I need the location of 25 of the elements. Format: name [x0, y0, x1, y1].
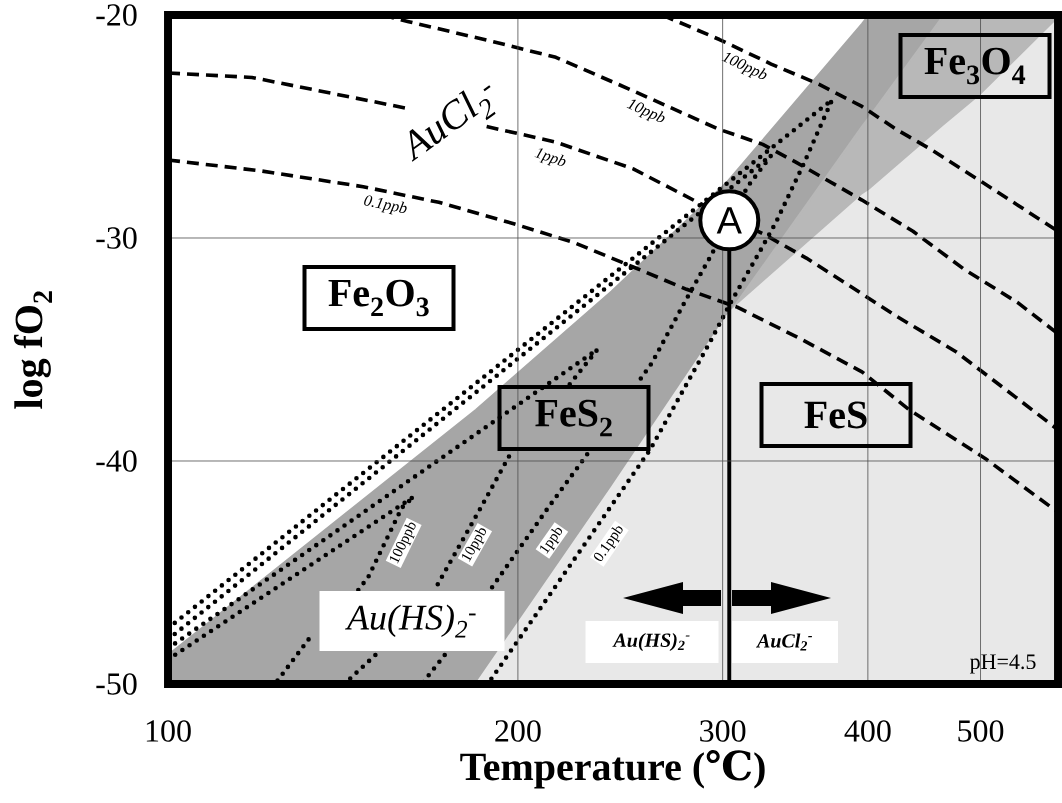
text: 10ppb: [626, 99, 665, 123]
text: 0.1ppb: [364, 195, 407, 215]
x-tick-label: 500: [958, 720, 1004, 742]
x-tick-label: 400: [844, 720, 891, 742]
x-tick-label: 100: [146, 720, 191, 742]
x-tick-label: 200: [495, 720, 541, 742]
annotation: pH=4.5: [969, 654, 1036, 674]
annotation: Fe$_{3}$O$_{4}$: [924, 47, 1026, 85]
text: 10ppb: [462, 528, 487, 562]
text: 1ppb: [534, 148, 566, 166]
annotation: FeS$_{2}$: [535, 399, 612, 437]
annotation: AuCl$_{2}$-: [755, 633, 813, 651]
annotation: Fe$_{2}$O$_{3}$: [328, 279, 429, 317]
y-tick-label: -40: [96, 450, 137, 472]
y-tick-label: -50: [96, 673, 137, 695]
y-axis-title: log fO$_{2}$: [13, 291, 52, 409]
annotation: A: [716, 207, 742, 234]
annotation: Au(HS)$_{2}$-: [345, 604, 476, 638]
x-tick-label: 300: [700, 720, 746, 742]
annotation: Au(HS)$_{2}$-: [612, 632, 690, 652]
annotation: FeS: [804, 401, 867, 429]
text: 100ppb: [721, 52, 767, 80]
y-tick-label: -30: [96, 227, 137, 249]
y-tick-label: -20: [96, 4, 137, 26]
x-axis-title: Temperature (℃): [460, 750, 765, 789]
